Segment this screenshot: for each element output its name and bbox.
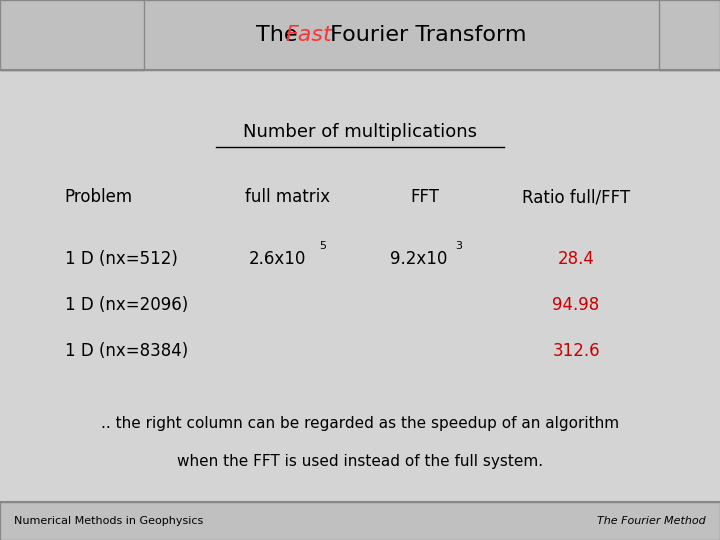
- Text: The: The: [256, 25, 305, 45]
- Bar: [0, 502, 720, 540]
- Text: The Fourier Method: The Fourier Method: [597, 516, 706, 526]
- Text: Numerical Methods in Geophysics: Numerical Methods in Geophysics: [14, 516, 204, 526]
- Text: Ratio full/FFT: Ratio full/FFT: [522, 188, 630, 206]
- Bar: [659, 0, 720, 70]
- Text: 5: 5: [319, 241, 326, 251]
- Text: 1 D (nx=8384): 1 D (nx=8384): [65, 342, 188, 360]
- Text: .. the right column can be regarded as the speedup of an algorithm: .. the right column can be regarded as t…: [101, 416, 619, 431]
- Text: 312.6: 312.6: [552, 342, 600, 360]
- Text: 2.6x10: 2.6x10: [248, 250, 306, 268]
- Text: Fast: Fast: [286, 25, 333, 45]
- Text: 9.2x10: 9.2x10: [390, 250, 448, 268]
- Text: FFT: FFT: [410, 188, 439, 206]
- Text: when the FFT is used instead of the full system.: when the FFT is used instead of the full…: [177, 454, 543, 469]
- Bar: [0, 0, 144, 70]
- Text: 28.4: 28.4: [557, 250, 595, 268]
- Text: 3: 3: [455, 241, 462, 251]
- Text: Problem: Problem: [65, 188, 133, 206]
- Text: 1 D (nx=512): 1 D (nx=512): [65, 250, 178, 268]
- Text: full matrix: full matrix: [246, 188, 330, 206]
- Bar: [0, 0, 720, 70]
- Text: 1 D (nx=2096): 1 D (nx=2096): [65, 296, 188, 314]
- Text: 94.98: 94.98: [552, 296, 600, 314]
- Text: Fourier Transform: Fourier Transform: [323, 25, 527, 45]
- Text: Number of multiplications: Number of multiplications: [243, 123, 477, 141]
